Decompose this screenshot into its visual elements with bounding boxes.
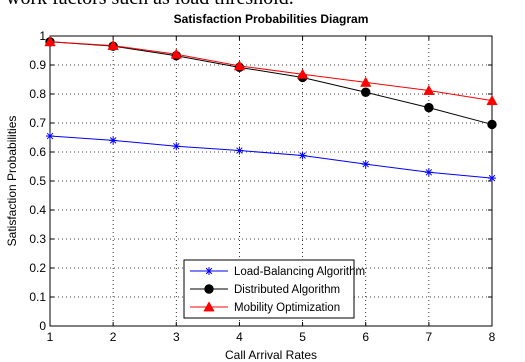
legend-label: Mobility Optimization [234, 302, 340, 314]
y-tick-label: 0.7 [29, 116, 46, 130]
data-point [233, 60, 246, 71]
y-tick-label: 0.9 [29, 58, 46, 72]
legend-marker [203, 301, 215, 312]
y-tick-label: 0 [39, 319, 46, 333]
x-tick-label: 1 [47, 330, 54, 344]
star-stroke [173, 142, 180, 150]
x-axis-label: Call Arrival Rates [225, 348, 317, 362]
data-point [486, 94, 498, 106]
x-tick-label: 8 [489, 330, 496, 344]
y-tick-label: 0.4 [29, 203, 46, 217]
legend-label: Distributed Algorithm [234, 284, 340, 296]
y-tick-label: 0.1 [29, 290, 46, 304]
star-stroke [362, 160, 369, 168]
star-stroke [425, 169, 433, 176]
y-tick-label: 0.3 [29, 232, 46, 246]
series-layer [44, 36, 498, 183]
y-tick-label: 0.5 [29, 174, 46, 188]
series-2 [44, 36, 498, 106]
data-point [235, 146, 244, 155]
data-point [360, 76, 372, 87]
data-point [170, 48, 182, 59]
legend-marker [204, 284, 214, 294]
x-tick-label: 5 [299, 330, 306, 344]
legend-marker [205, 267, 213, 275]
x-tick-label: 3 [173, 330, 180, 344]
y-tick-label: 0.6 [29, 145, 46, 159]
star-stroke [488, 174, 496, 182]
legend-entry: Load-Balancing Algorithm [190, 266, 365, 278]
chart-title: Satisfaction Probabilities Diagram [174, 12, 369, 26]
series-line [49, 135, 493, 179]
grid-lines [50, 36, 492, 326]
page-header-text: work factors such as load threshold. [0, 0, 525, 9]
x-tick-label: 7 [426, 330, 433, 344]
y-tick-label: 0.2 [29, 261, 46, 275]
series-0 [46, 132, 496, 183]
data-point [424, 168, 433, 177]
data-point [44, 36, 56, 47]
legend-label: Load-Balancing Algorithm [234, 266, 365, 278]
legend: Load-Balancing Algorithm Distributed Algo… [183, 259, 365, 319]
data-point [298, 151, 307, 160]
x-tick-label: 2 [110, 330, 117, 344]
star-stroke [109, 137, 117, 144]
data-point [487, 119, 497, 130]
x-tick-label: 4 [236, 330, 243, 344]
data-point [361, 160, 370, 169]
data-point [488, 174, 496, 183]
star-stroke [205, 267, 213, 275]
series-line [49, 41, 493, 102]
y-tick-label: 1 [39, 29, 46, 43]
data-point [107, 39, 119, 50]
data-point [109, 136, 118, 145]
y-tick-label: 0.8 [29, 87, 46, 101]
star-stroke [299, 152, 306, 159]
y-axis-label: Satisfaction Probabilities [5, 116, 19, 247]
star-stroke [236, 147, 243, 154]
series-line [49, 41, 493, 125]
x-tick-label: 6 [362, 330, 369, 344]
legend-entry: Mobility Optimization [190, 301, 340, 314]
legend-entry: Distributed Algorithm [190, 284, 340, 296]
axis-ticks: 1 2 3 4 5 6 7 8 0 0.1 0.2 0.3 0.4 0.5 0.6 0.7 0.8 0.9 1 [29, 29, 495, 344]
data-point [172, 142, 181, 151]
data-point [361, 87, 371, 97]
data-point [46, 132, 54, 141]
data-point [424, 102, 434, 113]
star-stroke [46, 132, 54, 140]
data-point [296, 68, 309, 79]
data-point [423, 84, 435, 95]
